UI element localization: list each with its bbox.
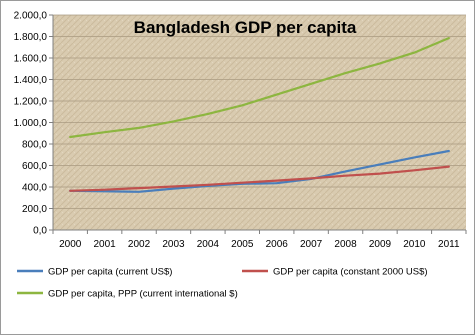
x-tick-label: 2002 [128, 239, 151, 250]
x-tick-label: 2005 [231, 239, 254, 250]
x-tick-label: 2006 [266, 239, 289, 250]
x-tick-label: 2000 [59, 239, 82, 250]
y-tick-label: 1.600,0 [14, 54, 48, 65]
y-tick-label: 1.800,0 [14, 32, 48, 43]
y-tick-label: 200,0 [22, 204, 47, 215]
x-tick-label: 2010 [403, 239, 426, 250]
x-tick-label: 2003 [162, 239, 185, 250]
y-tick-label: 1.000,0 [14, 118, 48, 129]
legend: GDP per capita (current US$) GDP per capi… [17, 267, 428, 300]
y-tick-label: 400,0 [22, 183, 47, 194]
series-line [69, 165, 450, 192]
legend-label: GDP per capita, PPP (current internation… [48, 289, 238, 300]
x-tick-label: 2007 [300, 239, 323, 250]
x-tick-label: 2011 [438, 239, 460, 250]
x-tick-label: 2008 [334, 239, 357, 250]
y-tick-label: 1.200,0 [14, 97, 48, 108]
x-tick-label: 2004 [197, 239, 220, 250]
y-tick-label: 0,0 [33, 226, 47, 237]
x-tick-label: 2001 [94, 239, 117, 250]
series-lines [69, 36, 450, 193]
y-tick-label: 800,0 [22, 140, 47, 151]
series-line [69, 149, 450, 193]
x-tick-label: 2009 [369, 239, 392, 250]
series-line [69, 36, 450, 139]
legend-label: GDP per capita (constant 2000 US$) [273, 267, 428, 278]
y-tick-label: 1.400,0 [14, 75, 48, 86]
y-tick-label: 600,0 [22, 161, 47, 172]
legend-label: GDP per capita (current US$) [48, 267, 172, 278]
chart-title: Bangladesh GDP per capita [134, 18, 357, 37]
y-tick-label: 2.000,0 [14, 11, 48, 22]
axes: 0,0 200,0 400,0 600,0 800,0 1.000,0 1.200,0 1.4… [14, 11, 467, 250]
